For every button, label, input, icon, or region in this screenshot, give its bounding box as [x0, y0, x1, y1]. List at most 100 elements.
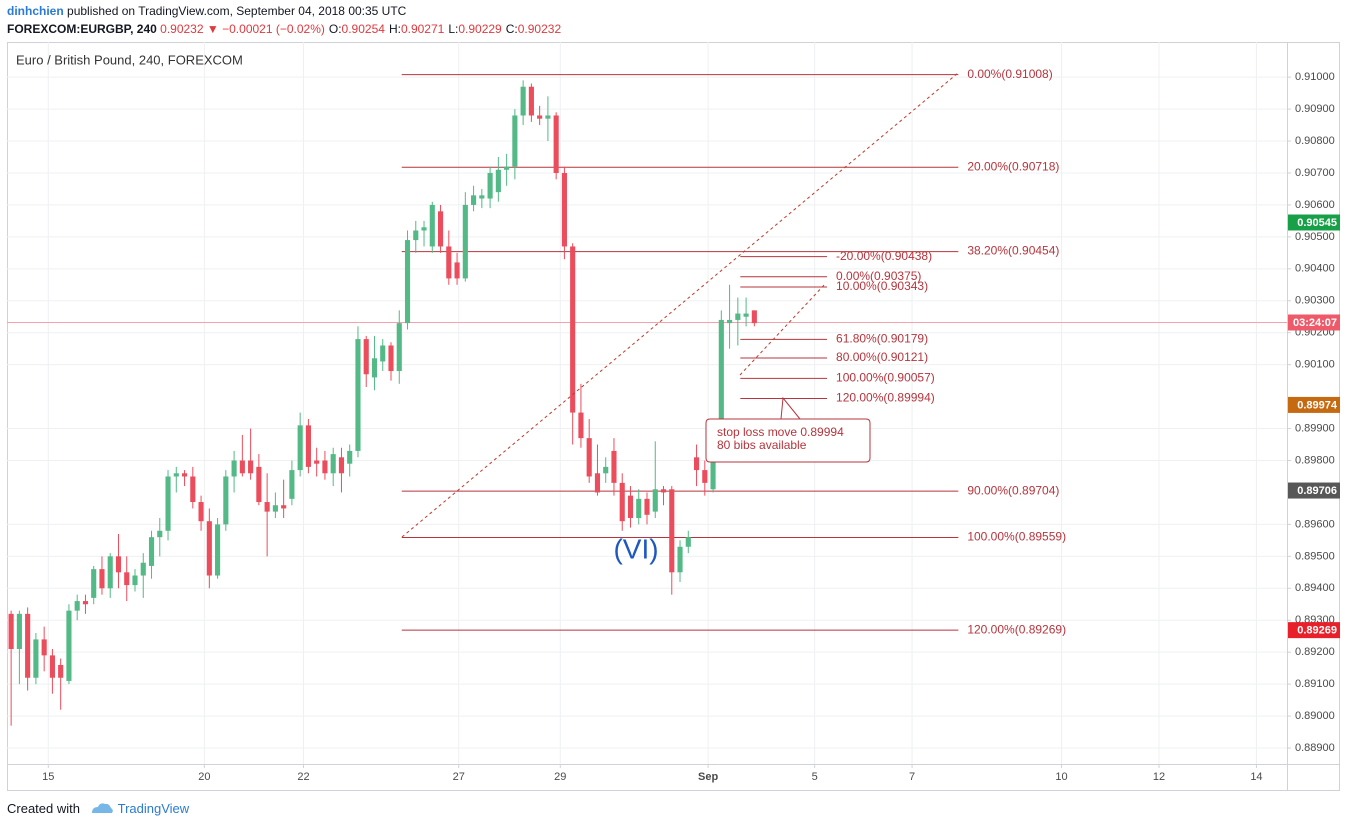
candle-body [693, 457, 700, 471]
candle-body [347, 450, 353, 464]
y-tick-label: 0.90900 [1295, 103, 1335, 115]
candle-body [297, 425, 303, 471]
candle-body [206, 521, 212, 576]
callout-text: stop loss move 0.89994 [717, 425, 844, 439]
chart-title: Euro / British Pound, 240, FOREXCOM [16, 52, 243, 67]
price-label: 0.89974 [1297, 399, 1338, 411]
x-tick-label: 22 [297, 771, 309, 783]
fib-label: 100.00%(0.90057) [836, 371, 935, 385]
fib-label: -20.00%(0.90438) [836, 249, 932, 263]
candle-body [396, 323, 402, 372]
marks: 0.00%(0.91008) 20.00%(0.90718) 38.20%(0.90… [7, 67, 1287, 726]
y-tick-label: 0.89000 [1295, 710, 1335, 722]
candle-body [66, 610, 72, 681]
candle-body [314, 460, 320, 464]
candle-body [16, 613, 22, 649]
candle-body [545, 115, 551, 119]
chart-frame [7, 42, 1340, 791]
candle-body [322, 460, 328, 474]
price-label: 0.89706 [1297, 485, 1337, 497]
x-tick-label: 27 [453, 771, 465, 783]
fib-label: 38.20%(0.90454) [967, 244, 1059, 258]
y-tick-label: 0.89600 [1295, 518, 1335, 530]
candle-body [338, 457, 345, 474]
candle-body [578, 412, 584, 439]
fib-label: 120.00%(0.89994) [836, 391, 935, 405]
candle-body [685, 537, 691, 547]
ohlc-values: O:0.90254 H:0.90271 L:0.90229 C:0.90232 [325, 22, 561, 36]
down-arrow: ▼ [206, 22, 219, 36]
price-label-box [1288, 396, 1340, 413]
candle-body [305, 425, 311, 467]
y-tick-label: 0.89100 [1295, 678, 1335, 690]
fib-label: 20.00%(0.90718) [967, 159, 1059, 173]
candle-body [181, 473, 188, 477]
candle-body [380, 345, 386, 362]
symbol: FOREXCOM:EURGBP, 240 [7, 22, 157, 36]
ohlc-value: 0.90254 [341, 22, 385, 36]
y-tick-label: 0.89200 [1295, 646, 1335, 658]
price-label: 0.89269 [1297, 625, 1337, 637]
candle-body [330, 454, 336, 474]
candle-body [520, 86, 526, 116]
ohlc-key: O: [328, 22, 342, 36]
wave-label: (VI) [613, 533, 658, 564]
author[interactable]: dinhchien [7, 4, 64, 18]
brand[interactable]: TradingView [117, 801, 190, 816]
candle-body [702, 470, 708, 483]
candle-body [157, 530, 163, 538]
candle-body [148, 537, 155, 566]
candle-body [421, 227, 427, 231]
candle-body [479, 195, 485, 199]
fib-label: 10.00%(0.90343) [836, 279, 928, 293]
candle-body [74, 601, 80, 611]
published: published on TradingView.com, September … [67, 4, 407, 18]
x-tick-label: Sep [698, 771, 718, 783]
candle-body [677, 546, 683, 573]
candle-body [41, 639, 47, 656]
candle-body [132, 575, 138, 586]
fib-label: 100.00%(0.89559) [967, 530, 1066, 544]
candle-body [537, 115, 543, 119]
candle-body [281, 505, 287, 509]
candle-body [594, 473, 601, 493]
brand-logo [91, 803, 113, 813]
ohlc-value: 0.90232 [517, 22, 562, 36]
candle-body [91, 569, 97, 598]
price-label-box [1288, 314, 1340, 331]
ohlc-key: C: [505, 22, 518, 36]
candle-body [454, 262, 460, 279]
candle-body [627, 495, 634, 519]
price-label: 03:24:07 [1293, 317, 1337, 329]
candle-body [586, 438, 592, 477]
candle-body [446, 246, 452, 279]
ohlc-key: L: [448, 22, 459, 36]
x-tick-label: 29 [554, 771, 566, 783]
y-tick-label: 0.90100 [1295, 359, 1335, 371]
candle-body [660, 489, 667, 493]
candle-body [256, 466, 262, 503]
y-tick-label: 0.89800 [1295, 454, 1335, 466]
candle-body [751, 310, 757, 324]
candle-body [413, 230, 419, 241]
candle-body [363, 339, 369, 375]
candle-body [735, 313, 741, 320]
fib-label: 0.00%(0.91008) [967, 67, 1052, 81]
candle-body [49, 655, 55, 678]
x-tick-label: 5 [812, 771, 818, 783]
candle-body [429, 204, 435, 247]
candle-body [504, 166, 510, 170]
trend-line [401, 72, 959, 538]
candle-body [99, 569, 105, 589]
header-line: dinhchien published on TradingView.com, … [7, 4, 406, 18]
candle-body [644, 498, 650, 515]
candle-body [165, 476, 171, 531]
callout-box [705, 396, 871, 463]
candle-body [355, 339, 361, 451]
y-tick-label: 0.90800 [1295, 135, 1335, 147]
candle-body [231, 460, 237, 477]
candle-body [272, 505, 278, 512]
fib-label: 0.00%(0.90375) [836, 269, 921, 283]
candle-body [115, 556, 122, 573]
